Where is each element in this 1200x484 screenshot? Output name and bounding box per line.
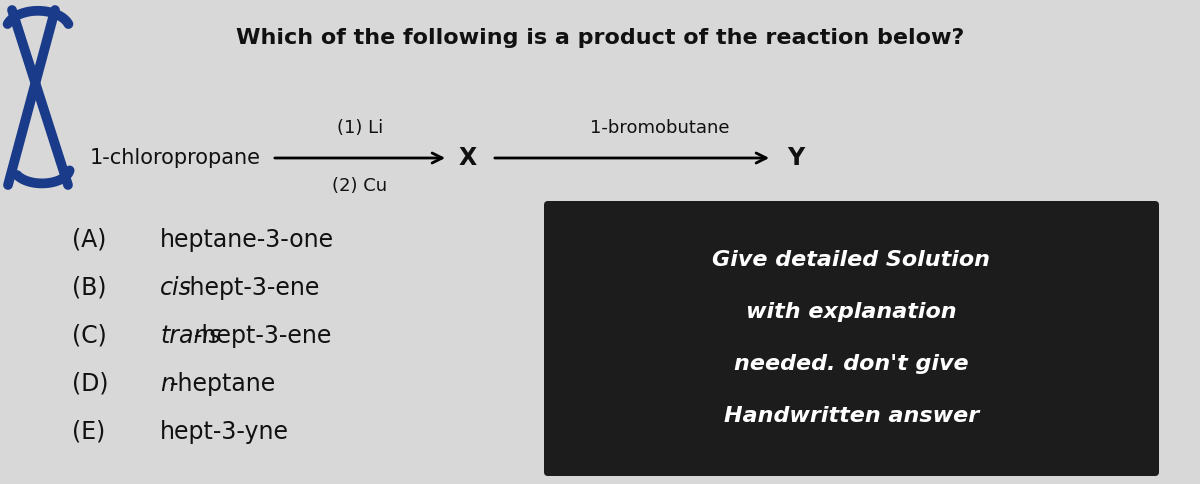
Text: n: n xyxy=(160,372,175,396)
Text: Y: Y xyxy=(787,146,805,170)
Text: (D): (D) xyxy=(72,372,108,396)
Text: 1-chloropropane: 1-chloropropane xyxy=(90,148,260,168)
Text: -hept-3-ene: -hept-3-ene xyxy=(182,276,320,300)
Text: Which of the following is a product of the reaction below?: Which of the following is a product of t… xyxy=(236,28,964,48)
Text: 1-bromobutane: 1-bromobutane xyxy=(590,119,730,137)
Text: (A): (A) xyxy=(72,228,107,252)
Text: (E): (E) xyxy=(72,420,106,444)
FancyBboxPatch shape xyxy=(544,201,1159,476)
Text: hept-3-yne: hept-3-yne xyxy=(160,420,289,444)
Text: Give detailed Solution: Give detailed Solution xyxy=(713,251,990,271)
Text: (B): (B) xyxy=(72,276,107,300)
Text: needed. don't give: needed. don't give xyxy=(734,354,968,375)
Text: (2) Cu: (2) Cu xyxy=(332,177,388,195)
Text: with explanation: with explanation xyxy=(746,302,956,322)
Text: -hept-3-ene: -hept-3-ene xyxy=(194,324,332,348)
Text: -heptane: -heptane xyxy=(170,372,276,396)
Text: trans: trans xyxy=(160,324,221,348)
Text: X: X xyxy=(458,146,478,170)
Text: Handwritten answer: Handwritten answer xyxy=(724,407,979,426)
Text: heptane-3-one: heptane-3-one xyxy=(160,228,334,252)
Text: (C): (C) xyxy=(72,324,107,348)
Text: (1) Li: (1) Li xyxy=(337,119,383,137)
Text: cis: cis xyxy=(160,276,192,300)
